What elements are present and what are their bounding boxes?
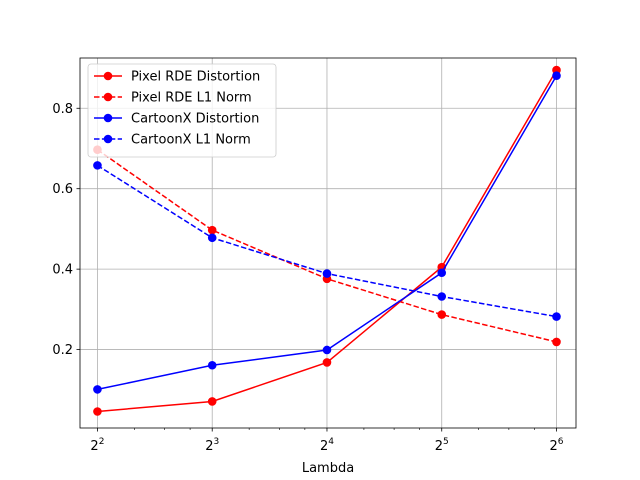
data-point <box>207 397 217 406</box>
data-point <box>322 345 332 355</box>
data-point <box>93 161 102 170</box>
axes <box>79 57 577 429</box>
data-point <box>552 337 561 347</box>
legend-entry: CartoonX Distortion <box>94 112 259 127</box>
data-point <box>552 71 561 80</box>
legend-label: Pixel RDE Distortion <box>131 70 260 85</box>
legend-entry: Pixel RDE Distortion <box>94 70 260 85</box>
legend-label: CartoonX Distortion <box>131 112 259 127</box>
ticks: 22 23 24 25 26 0.2 0.4 0.6 0.8 <box>52 102 563 454</box>
x-tick-label: 22 <box>90 437 104 454</box>
data-point <box>437 292 447 301</box>
data-point <box>207 233 217 243</box>
data-point <box>437 268 447 278</box>
legend-entry: CartoonX L1 Norm <box>94 133 251 148</box>
legend: Pixel RDE Distortion Pixel RDE L1 Norm Car… <box>87 63 277 158</box>
legend-marker <box>103 71 113 81</box>
legend-marker <box>103 134 113 144</box>
legend-label: CartoonX L1 Norm <box>131 133 251 148</box>
y-tick-label: 0.2 <box>52 343 73 358</box>
y-tick-label: 0.4 <box>52 263 73 278</box>
legend-entry: Pixel RDE L1 Norm <box>94 91 252 106</box>
data-point <box>322 358 332 367</box>
x-tick-label: 25 <box>435 437 449 454</box>
y-tick-label: 0.8 <box>52 102 73 117</box>
data-point <box>93 385 102 394</box>
y-tick-label: 0.6 <box>52 182 73 197</box>
data-point <box>437 310 447 319</box>
x-tick-label: 26 <box>549 437 563 454</box>
legend-marker <box>103 113 113 123</box>
data-point <box>207 360 217 370</box>
legend-marker <box>103 92 113 102</box>
legend-label: Pixel RDE L1 Norm <box>131 91 252 106</box>
x-axis-label: Lambda <box>302 461 354 476</box>
legend-box <box>87 63 277 158</box>
data-point <box>552 312 561 321</box>
x-tick-label: 23 <box>205 437 219 454</box>
plot-frame <box>79 57 577 429</box>
data-point <box>322 269 332 278</box>
series-cartoonx-distortion <box>93 71 561 394</box>
data-point <box>93 407 102 416</box>
data-point <box>207 225 217 235</box>
x-tick-label: 24 <box>320 437 334 454</box>
series-cartoonx-l1-norm <box>93 161 561 321</box>
series-group <box>93 65 561 416</box>
